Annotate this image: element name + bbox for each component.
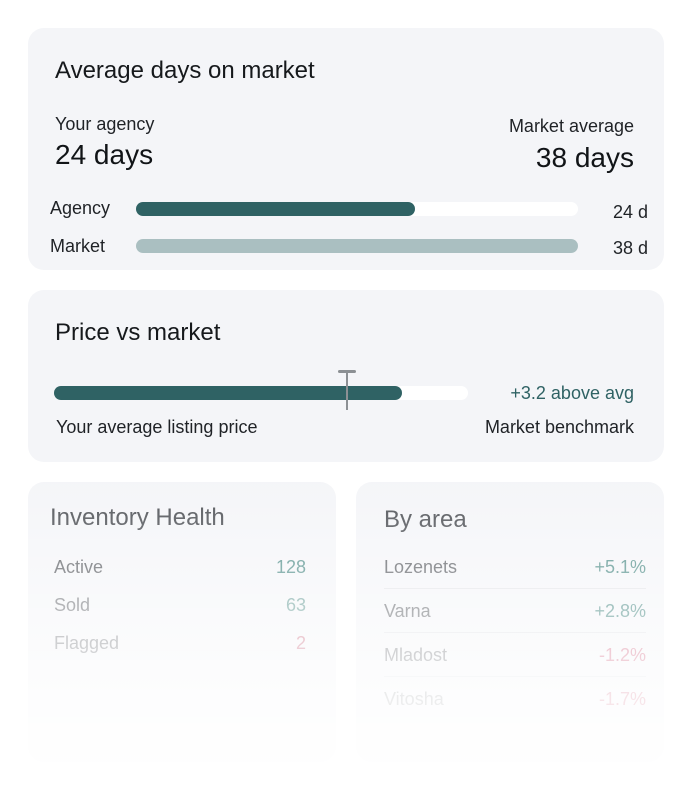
inventory-flagged-label: Flagged — [54, 633, 120, 653]
inventory-title: Inventory Health — [50, 504, 225, 531]
price-vs-market-card: Price vs market +3.2 above avg Your aver… — [28, 290, 664, 462]
area-lozenets-value: +5.1% — [594, 557, 646, 577]
by-area-title: By area — [384, 506, 467, 533]
market-benchmark-caption: Market benchmark — [484, 417, 634, 437]
days-card-title: Average days on market — [55, 57, 315, 84]
market-bar-value: 38 d — [612, 238, 648, 258]
inventory-flagged-value: 2 — [295, 633, 306, 653]
agency-bar-label: Agency — [50, 198, 111, 218]
days-on-market-card: Average days on market Your agency 24 da… — [28, 28, 664, 270]
area-varna-label: Varna — [384, 601, 431, 621]
inventory-sold-value: 63 — [285, 595, 306, 615]
area-lozenets-label: Lozenets — [384, 557, 458, 577]
area-row-divider — [384, 632, 646, 633]
agency-bar-track — [136, 202, 578, 216]
area-mladost-value: -1.2% — [598, 645, 646, 665]
market-benchmark-marker — [338, 370, 356, 412]
price-bar-fill — [54, 386, 402, 400]
market-average-label: Market average — [508, 116, 634, 136]
market-days-value: 38 days — [535, 142, 634, 173]
inventory-sold-label: Sold — [54, 595, 91, 615]
price-delta-text: +3.2 above avg — [510, 383, 634, 403]
inventory-health-card: Inventory Health Active 128 Sold 63 Flag… — [28, 482, 336, 762]
agency-bar-fill — [136, 202, 415, 216]
area-vitosha-label: Vitosha — [384, 689, 444, 709]
area-row-divider — [384, 676, 646, 677]
average-listing-price-caption: Your average listing price — [56, 417, 258, 437]
area-mladost-label: Mladost — [384, 645, 448, 665]
market-bar-fill — [136, 239, 578, 253]
price-bar-track — [54, 386, 468, 400]
market-bar-label: Market — [50, 236, 106, 256]
area-varna-value: +2.8% — [594, 601, 646, 621]
agency-days-value: 24 days — [55, 139, 154, 170]
inventory-active-value: 128 — [275, 557, 306, 577]
market-bar-track — [136, 239, 578, 253]
agency-label: Your agency — [55, 114, 155, 134]
agency-bar-value: 24 d — [612, 202, 648, 222]
area-row-divider — [384, 588, 646, 589]
area-vitosha-value: -1.7% — [598, 689, 646, 709]
by-area-card: By area Lozenets +5.1% Varna +2.8% Mlado… — [356, 482, 664, 762]
price-card-title: Price vs market — [55, 319, 221, 346]
inventory-active-label: Active — [54, 557, 104, 577]
